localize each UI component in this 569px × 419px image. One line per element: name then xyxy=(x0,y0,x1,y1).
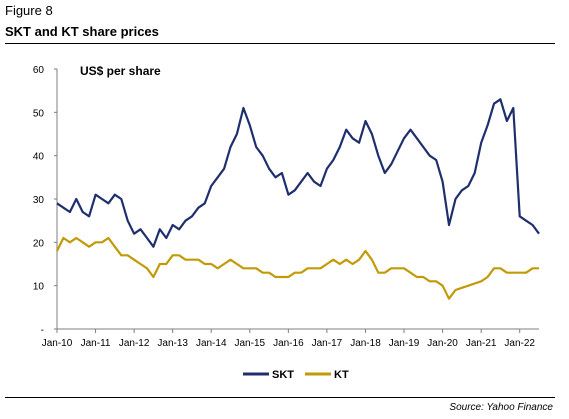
source-note: Source: Yahoo Finance xyxy=(449,402,553,413)
series-line-kt xyxy=(56,236,539,300)
x-tick-label: Jan-10 xyxy=(42,338,73,349)
y-tick-label: 40 xyxy=(33,152,45,163)
x-tick-label: Jan-11 xyxy=(81,338,111,349)
y-tick-label: 30 xyxy=(33,195,45,206)
x-tick-label: Jan-15 xyxy=(235,338,266,349)
legend-label-kt: KT xyxy=(334,369,349,381)
y-tick-label: - xyxy=(41,325,44,336)
x-tick-label: Jan-14 xyxy=(196,338,227,349)
x-tick-label: Jan-18 xyxy=(350,338,381,349)
unit-label: US$ per share xyxy=(80,64,161,78)
x-tick-label: Jan-19 xyxy=(389,338,420,349)
x-tick-label: Jan-12 xyxy=(119,338,150,349)
x-tick-label: Jan-22 xyxy=(504,338,535,349)
y-tick-label: 60 xyxy=(33,65,45,76)
y-tick-label: 20 xyxy=(33,238,45,249)
chart-axes: - 10 20 30 40 50 60 Jan-10 Jan-11 Jan-12 Jan-13 Jan… xyxy=(33,65,539,349)
x-tick-label: Jan-17 xyxy=(312,338,343,349)
y-tick-label: 50 xyxy=(33,108,45,119)
title-divider xyxy=(5,43,555,44)
y-tick-label: 10 xyxy=(33,282,45,293)
series-group xyxy=(56,98,540,300)
legend-label-skt: SKT xyxy=(272,369,294,381)
footer-divider xyxy=(5,397,555,398)
chart-title: SKT and KT share prices xyxy=(5,24,159,39)
series-line-skt xyxy=(56,98,540,248)
figure-label: Figure 8 xyxy=(5,3,53,18)
x-tick-label: Jan-13 xyxy=(157,338,188,349)
x-tick-label: Jan-16 xyxy=(273,338,304,349)
legend: SKT KT xyxy=(243,369,349,381)
x-tick-label: Jan-20 xyxy=(427,338,458,349)
x-tick-label: Jan-21 xyxy=(466,338,497,349)
